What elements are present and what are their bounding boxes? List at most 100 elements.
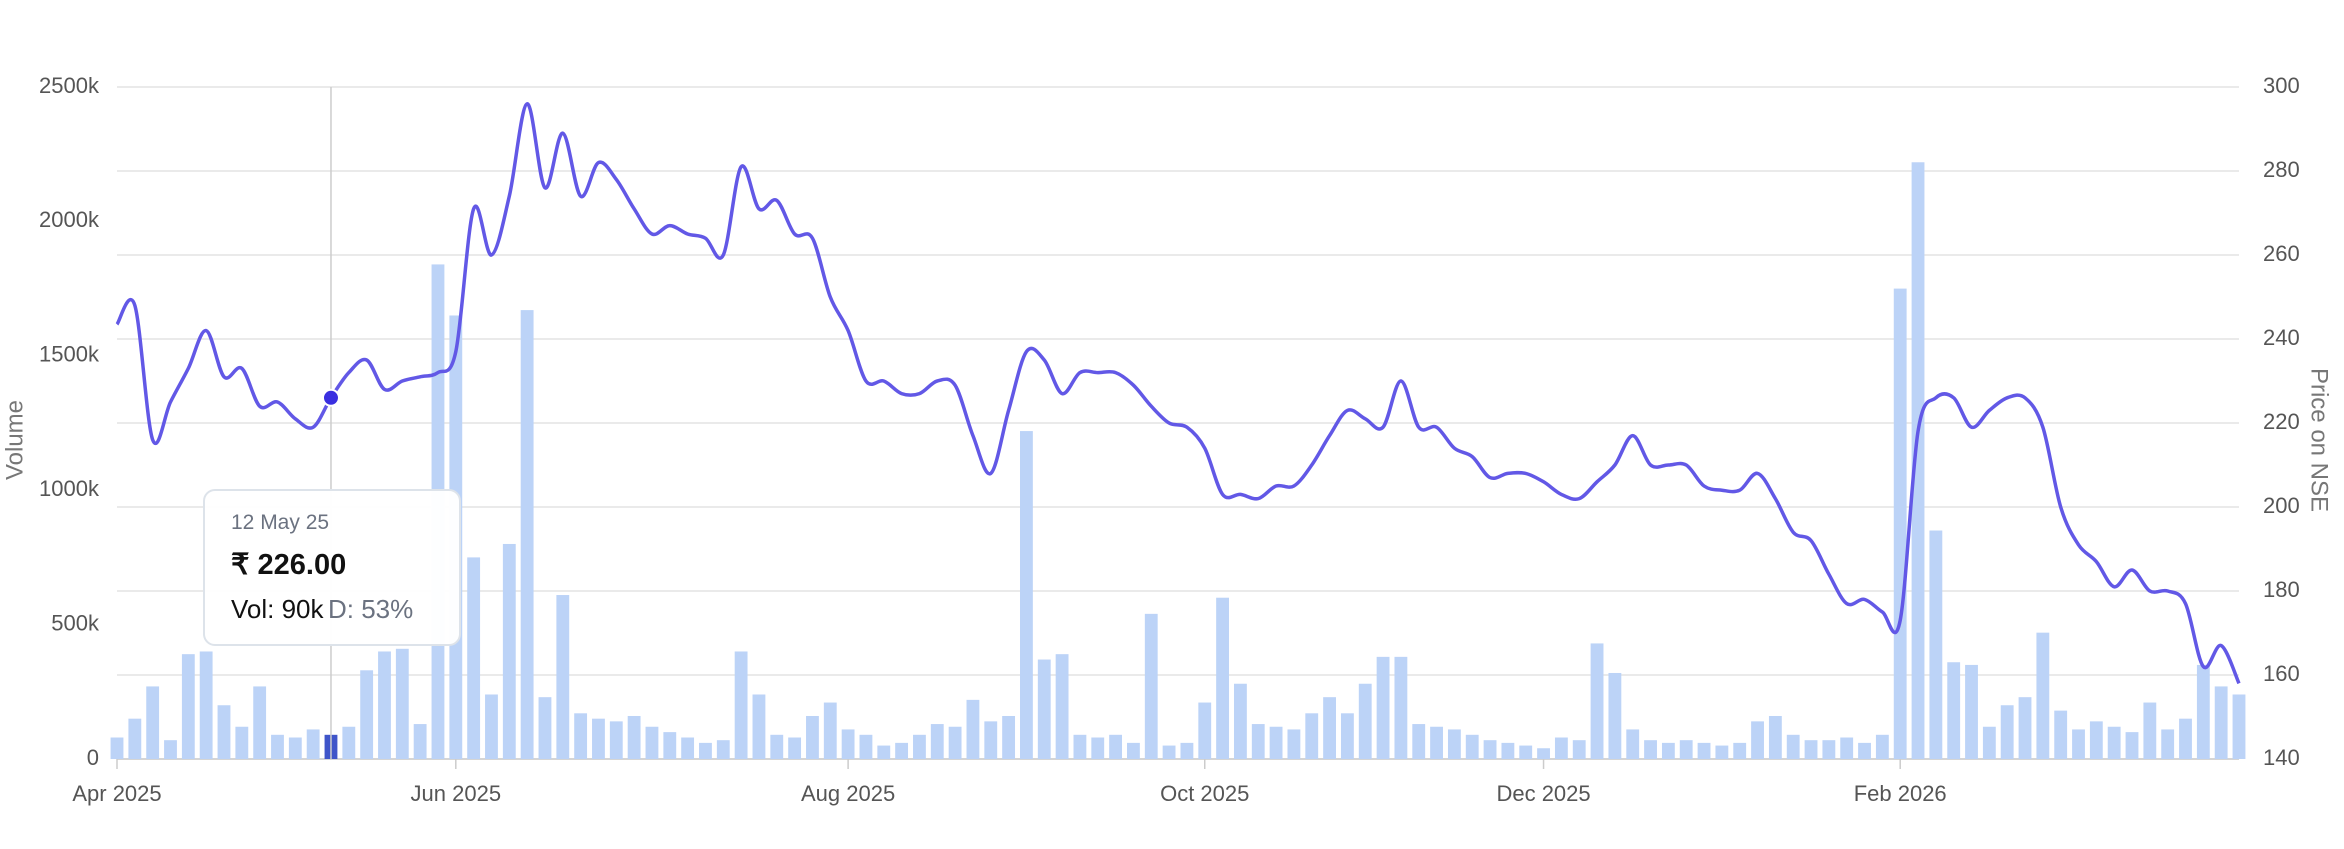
volume-bar (1679, 740, 1693, 759)
volume-bar (2161, 729, 2175, 759)
volume-bar (627, 715, 641, 759)
volume-bar (378, 651, 391, 759)
volume-bar (1537, 748, 1550, 759)
volume-bar (253, 686, 267, 759)
volume-bar (1269, 726, 1283, 759)
volume-bar (1697, 742, 1711, 759)
volume-bar (877, 745, 891, 759)
volume-bar (1340, 713, 1354, 759)
volume-bar (1840, 737, 1854, 759)
volume-bar (1305, 713, 1319, 759)
volume-bar (966, 699, 980, 759)
volume-bar (2072, 729, 2085, 759)
tooltip-delivery: D: 53% (327, 594, 414, 624)
volume-bar (1875, 734, 1889, 759)
volume-bar (1020, 431, 1033, 759)
volume-bar (2018, 697, 2032, 759)
volume-bar (770, 734, 784, 759)
volume-bar (1519, 745, 1533, 759)
volume-bar (1929, 530, 1943, 759)
volume-bar (1394, 656, 1408, 759)
volume-bar (1572, 740, 1586, 759)
volume-bar (2179, 718, 2192, 759)
volume-bar (1590, 643, 1604, 759)
tooltip-price: ₹ 226.00 (231, 549, 347, 581)
volume-bar (556, 595, 570, 759)
volume-bar (1447, 729, 1461, 759)
volume-bar (538, 697, 552, 759)
volume-bar (663, 732, 677, 759)
volume-bar (181, 654, 195, 759)
volume-bar (645, 726, 659, 759)
volume-bar (502, 543, 516, 759)
x-tick-label: Feb 2026 (1854, 781, 1947, 806)
volume-bar (592, 718, 605, 759)
volume-bar (413, 724, 427, 759)
volume-bar (288, 737, 302, 759)
volume-bar (1127, 742, 1140, 759)
volume-bar (1055, 654, 1069, 759)
volume-bar (520, 310, 534, 759)
y2-tick-label: 240 (2263, 325, 2300, 350)
y2-tick-label: 300 (2263, 73, 2300, 98)
volume-bar (806, 715, 819, 759)
volume-bar (1144, 613, 1158, 759)
tooltip-date: 12 May 25 (231, 511, 330, 534)
volume-bar (342, 726, 356, 759)
y2-tick-label: 180 (2263, 577, 2300, 602)
volume-bar (1982, 726, 1996, 759)
y-tick-label: 1500k (39, 342, 100, 367)
volume-bar (1965, 664, 1978, 759)
volume-bar (1198, 702, 1212, 759)
volume-bar (1465, 734, 1479, 759)
volume-bar (2196, 664, 2210, 759)
volume-bar (1287, 729, 1301, 759)
y-tick-label: 1000k (39, 476, 100, 501)
volume-bar (2107, 726, 2121, 759)
volume-bar (574, 713, 588, 759)
volume-bar (984, 721, 998, 759)
volume-bar (1162, 745, 1176, 759)
volume-bar (360, 670, 374, 759)
volume-bar (2089, 721, 2103, 759)
volume-bar (1180, 742, 1194, 759)
volume-bar (1858, 742, 1871, 759)
volume-bar (2232, 694, 2246, 759)
y2-tick-label: 220 (2263, 409, 2300, 434)
volume-bar (1554, 737, 1568, 759)
price-line (115, 102, 2241, 685)
y2-tick-label: 140 (2263, 745, 2300, 770)
volume-bar (1626, 729, 1640, 759)
x-tick-label: Dec 2025 (1496, 781, 1590, 806)
volume-bar (734, 651, 748, 759)
volume-bar (1751, 721, 1764, 759)
volume-bar (1768, 715, 1782, 759)
hover-point (321, 388, 340, 407)
volume-bar (1430, 726, 1443, 759)
volume-bar (128, 718, 142, 759)
volume-bar (395, 648, 409, 759)
volume-bar (1251, 724, 1265, 759)
volume-bar (1733, 742, 1747, 759)
volume-bar (1822, 740, 1836, 759)
volume-bar (913, 734, 926, 759)
volume-bar (1412, 724, 1426, 759)
volume-bar (2143, 702, 2157, 759)
y-tick-label: 500k (51, 610, 100, 635)
volume-bar (2054, 710, 2068, 759)
volume-bar (948, 726, 962, 759)
y-tick-label: 0 (87, 745, 99, 770)
volume-bar (895, 742, 909, 759)
x-tick-label: Jun 2025 (411, 781, 502, 806)
volume-bar (1109, 734, 1123, 759)
volume-bar (1608, 672, 1622, 759)
tooltip-volume: Vol: 90k (231, 594, 324, 624)
volume-bar (788, 737, 802, 759)
volume-bar (485, 694, 498, 759)
volume-bar (859, 734, 873, 759)
volume-bar (1483, 740, 1497, 759)
y2-tick-label: 160 (2263, 661, 2300, 686)
y2-tick-label: 260 (2263, 241, 2300, 266)
